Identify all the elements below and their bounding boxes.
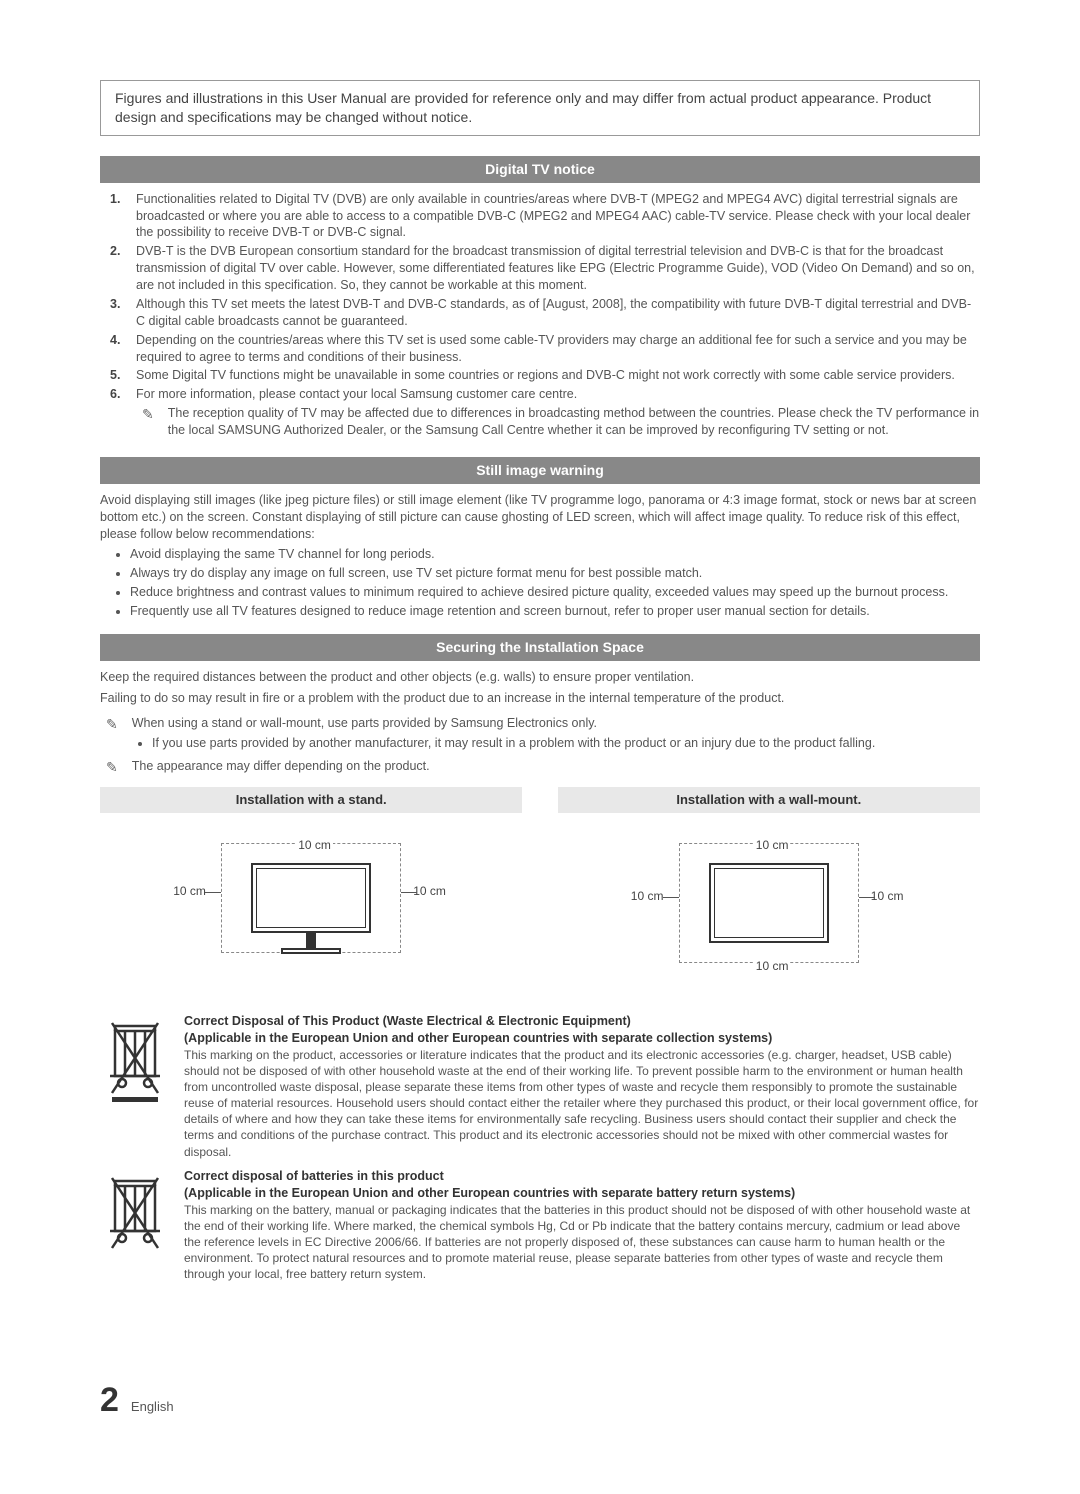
stand-diagram: 10 cm 10 cm 10 cm <box>161 843 461 993</box>
disposal-battery: Correct disposal of batteries in this pr… <box>100 1168 980 1283</box>
dist-label: 10 cm <box>171 883 208 899</box>
list-item-text: DVB-T is the DVB European consortium sta… <box>136 243 980 294</box>
disposal2-body: This marking on the battery, manual or p… <box>184 1202 980 1283</box>
securing-p2: Failing to do so may result in fire or a… <box>100 690 980 707</box>
section-securing-header: Securing the Installation Space <box>100 634 980 661</box>
battery-bin-icon <box>100 1168 170 1258</box>
notice-text: Figures and illustrations in this User M… <box>115 90 931 125</box>
list-num: 2. <box>110 243 124 294</box>
page-language: English <box>131 1398 174 1416</box>
digital-tv-list: 1.Functionalities related to Digital TV … <box>100 191 980 441</box>
list-item-text: Depending on the countries/areas where t… <box>136 332 980 366</box>
list-item-text: For more information, please contact you… <box>136 387 577 401</box>
list-num: 3. <box>110 296 124 330</box>
section-digital-tv-header: Digital TV notice <box>100 156 980 183</box>
install-stand-col: Installation with a stand. 10 cm 10 cm 1… <box>100 787 522 993</box>
weee-bin-icon <box>100 1013 170 1103</box>
sub-bullet-text: If you use parts provided by another man… <box>152 735 980 752</box>
wall-diagram: 10 cm 10 cm 10 cm 10 cm <box>619 843 919 993</box>
note-text: The appearance may differ depending on t… <box>132 758 430 777</box>
install-wall-col: Installation with a wall-mount. 10 cm 10… <box>558 787 980 993</box>
page-footer: 2 English <box>100 1378 174 1424</box>
dist-label: 10 cm <box>754 837 791 853</box>
bullet-item: Always try do display any image on full … <box>130 565 980 582</box>
still-image-bullets: Avoid displaying the same TV channel for… <box>100 546 980 620</box>
list-num: 5. <box>110 367 124 384</box>
list-num: 1. <box>110 191 124 242</box>
install-wall-title: Installation with a wall-mount. <box>558 787 980 813</box>
page-number: 2 <box>100 1378 119 1424</box>
bullet-item: Reduce brightness and contrast values to… <box>130 584 980 601</box>
installation-diagrams: Installation with a stand. 10 cm 10 cm 1… <box>100 787 980 993</box>
note-icon: ✎ <box>142 405 154 439</box>
bullet-item: Frequently use all TV features designed … <box>130 603 980 620</box>
note-icon: ✎ <box>106 758 118 777</box>
bullet-item: Avoid displaying the same TV channel for… <box>130 546 980 563</box>
disposal2-sub: (Applicable in the European Union and ot… <box>184 1185 980 1202</box>
securing-p1: Keep the required distances between the … <box>100 669 980 686</box>
install-stand-title: Installation with a stand. <box>100 787 522 813</box>
disposal1-sub: (Applicable in the European Union and ot… <box>184 1030 980 1047</box>
list-item-text: Although this TV set meets the latest DV… <box>136 296 980 330</box>
disposal1-body: This marking on the product, accessories… <box>184 1047 980 1160</box>
section-still-image-header: Still image warning <box>100 457 980 484</box>
disposal1-title: Correct Disposal of This Product (Waste … <box>184 1013 980 1030</box>
still-image-intro: Avoid displaying still images (like jpeg… <box>100 492 980 543</box>
notice-box: Figures and illustrations in this User M… <box>100 80 980 136</box>
disposal2-title: Correct disposal of batteries in this pr… <box>184 1168 980 1185</box>
dist-label: 10 cm <box>629 888 666 904</box>
list-num: 6. <box>110 386 124 441</box>
note-text: When using a stand or wall-mount, use pa… <box>132 715 597 734</box>
note-text: The reception quality of TV may be affec… <box>168 405 980 439</box>
dist-label: 10 cm <box>754 958 791 974</box>
disposal-product: Correct Disposal of This Product (Waste … <box>100 1013 980 1160</box>
list-num: 4. <box>110 332 124 366</box>
dist-label: 10 cm <box>296 837 333 853</box>
note-icon: ✎ <box>106 715 118 734</box>
list-item-text: Functionalities related to Digital TV (D… <box>136 191 980 242</box>
list-item-text: Some Digital TV functions might be unava… <box>136 367 955 384</box>
